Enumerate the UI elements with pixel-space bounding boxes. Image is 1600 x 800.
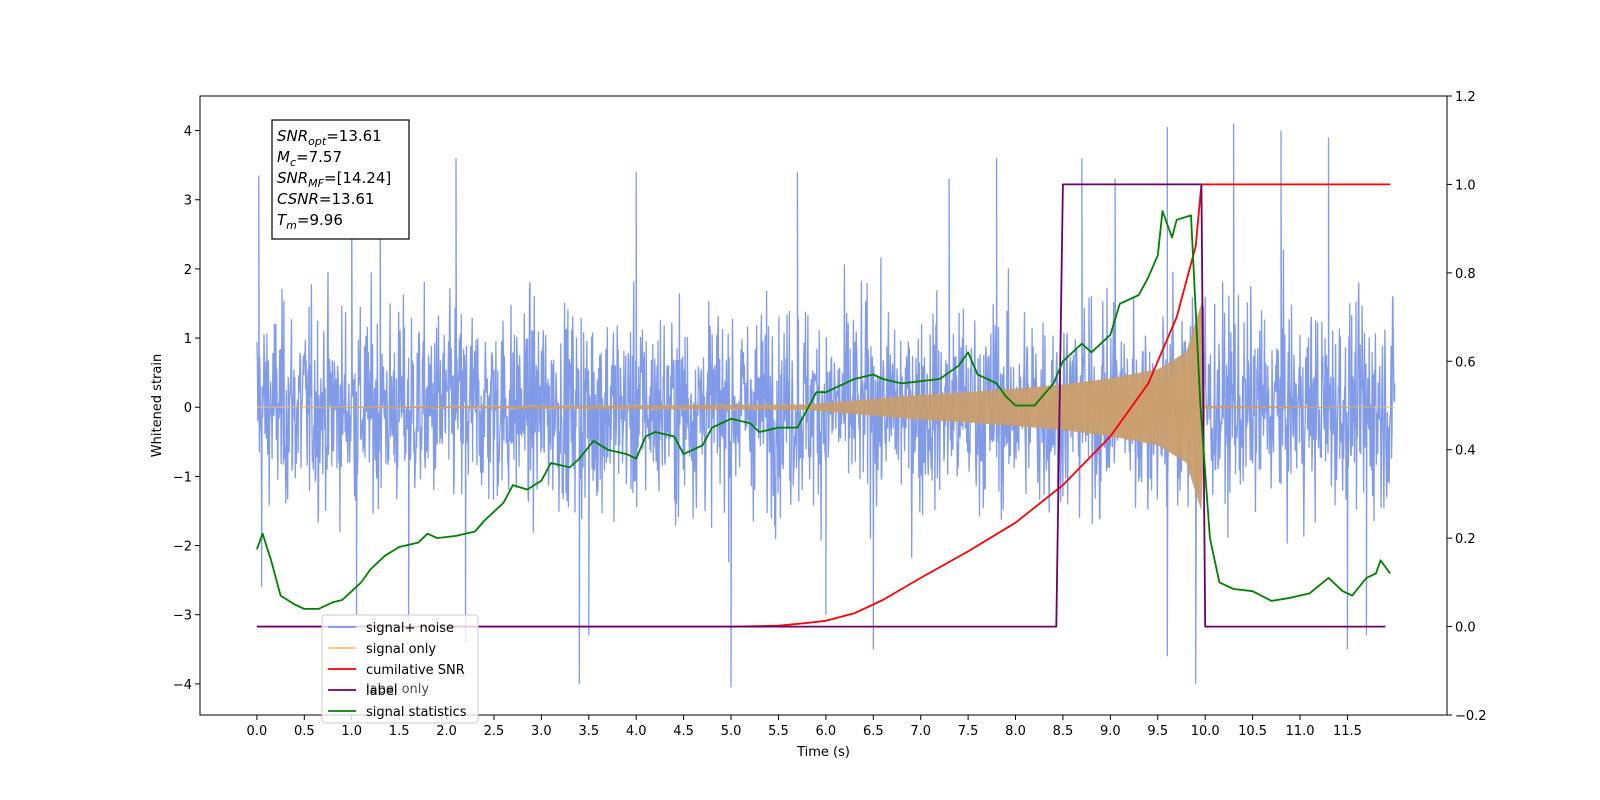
- legend: label only signal+ noise signal only cumila…: [321, 614, 479, 724]
- legend-entry-label: label: [366, 684, 397, 699]
- x-tick-label: 8.0: [1005, 724, 1026, 739]
- x-tick-label: 6.0: [816, 724, 837, 739]
- y2-tick-label: 0.4: [1455, 444, 1476, 459]
- annotation-line: SNRopt=13.61: [277, 127, 382, 148]
- x-tick-label: 8.5: [1053, 724, 1074, 739]
- y2-tick-label: 1.2: [1455, 90, 1476, 105]
- x-tick-label: 7.0: [910, 724, 931, 739]
- annotation-frame: [271, 119, 410, 240]
- x-tick-label: 4.5: [673, 724, 694, 739]
- series-signal-statistics: [256, 210, 1391, 610]
- signal-envelope-fill: [256, 303, 1395, 511]
- y-axis-label: Whitened strain: [150, 354, 165, 457]
- x-tick-label: 2.5: [484, 724, 505, 739]
- annotation-line: Tm=9.96: [277, 211, 343, 232]
- plot-frame: [199, 95, 1448, 716]
- annotation-box: SNRopt=13.61Mc=7.57SNRMF=[14.24]CSNR=13.…: [271, 119, 410, 240]
- x-tick-label: 9.5: [1147, 724, 1168, 739]
- y-tick-label: 1: [184, 332, 192, 347]
- annotation-line: SNRMF=[14.24]: [277, 169, 391, 190]
- x-tick-label: 7.5: [958, 724, 979, 739]
- x-tick-label: 0.5: [294, 724, 315, 739]
- axes-layer: 0.0 0.5 1.0 1.5 2.0 2.5 3.0 3.5 4.0 4.5 5.0 5.5 6.0 6…: [150, 90, 1487, 760]
- x-tick-label: 4.0: [626, 724, 647, 739]
- y-tick-label: 2: [184, 263, 192, 278]
- x-axis-label: Time (s): [796, 745, 850, 760]
- annotation-line: Mc=7.57: [277, 148, 342, 169]
- x-tick-label: 1.0: [341, 724, 362, 739]
- legend-entry-label: cumilative SNR: [366, 663, 465, 678]
- x-tick-label: 5.0: [721, 724, 742, 739]
- series-cumulative-snr: [256, 183, 1391, 628]
- x-tick-label: 6.5: [863, 724, 884, 739]
- y2-tick-label: 0.6: [1455, 355, 1476, 370]
- series-signal-noise: [256, 123, 1396, 688]
- x-tick-label: 1.5: [389, 724, 410, 739]
- y-tick-label: −4: [173, 678, 192, 693]
- y2-tick-label: 0.0: [1455, 621, 1476, 636]
- y-tick-label: −2: [173, 540, 192, 555]
- x-tick-label: 3.5: [578, 724, 599, 739]
- y2-tick-label: −0.2: [1455, 709, 1487, 724]
- legend-entry-label: signal+ noise: [366, 621, 454, 636]
- y-tick-label: −3: [173, 609, 192, 624]
- y-tick-label: 4: [184, 125, 192, 140]
- legend-entry-label: signal only: [366, 642, 436, 657]
- x-tick-label: 5.5: [768, 724, 789, 739]
- y-tick-label: −1: [173, 470, 192, 485]
- x-tick-label: 3.0: [531, 724, 552, 739]
- x-tick-label: 10.5: [1238, 724, 1267, 739]
- x-tick-label: 2.0: [436, 724, 457, 739]
- x-tick-label: 11.0: [1286, 724, 1315, 739]
- y2-tick-label: 0.2: [1455, 532, 1476, 547]
- series-label: [256, 183, 1386, 628]
- series-layer: [256, 123, 1396, 688]
- x-tick-label: 11.5: [1333, 724, 1362, 739]
- legend-entry-label: signal statistics: [366, 705, 467, 720]
- y-tick-label: 0: [184, 401, 192, 416]
- y2-tick-label: 1.0: [1455, 178, 1476, 193]
- x-tick-label: 9.0: [1100, 724, 1121, 739]
- annotation-line: CSNR=13.61: [277, 190, 374, 208]
- y-tick-label: 3: [184, 194, 192, 209]
- legend-ghost-label: label only: [366, 682, 429, 697]
- x-tick-label: 10.0: [1191, 724, 1220, 739]
- legend-frame: [321, 614, 479, 724]
- x-tick-label: 0.0: [247, 724, 268, 739]
- y2-tick-label: 0.8: [1455, 267, 1476, 282]
